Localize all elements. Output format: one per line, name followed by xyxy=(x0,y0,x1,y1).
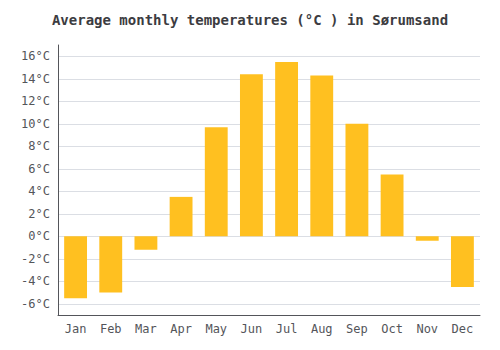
svg-text:Dec: Dec xyxy=(452,322,474,336)
svg-text:-2°C: -2°C xyxy=(21,252,50,266)
svg-text:Aug: Aug xyxy=(311,322,333,336)
svg-text:-4°C: -4°C xyxy=(21,274,50,288)
svg-text:Jun: Jun xyxy=(241,322,263,336)
svg-text:Oct: Oct xyxy=(381,322,403,336)
svg-text:2°C: 2°C xyxy=(28,207,50,221)
svg-text:Feb: Feb xyxy=(100,322,122,336)
svg-text:May: May xyxy=(205,322,227,336)
svg-text:Sep: Sep xyxy=(346,322,368,336)
svg-text:Nov: Nov xyxy=(416,322,438,336)
svg-text:Mar: Mar xyxy=(135,322,157,336)
svg-text:Jan: Jan xyxy=(65,322,87,336)
svg-text:8°C: 8°C xyxy=(28,139,50,153)
svg-text:-6°C: -6°C xyxy=(21,297,50,311)
svg-text:Jul: Jul xyxy=(276,322,298,336)
svg-text:12°C: 12°C xyxy=(21,94,50,108)
svg-text:4°C: 4°C xyxy=(28,184,50,198)
svg-text:16°C: 16°C xyxy=(21,49,50,63)
svg-text:Apr: Apr xyxy=(170,322,192,336)
svg-text:6°C: 6°C xyxy=(28,162,50,176)
svg-text:Average monthly temperatures (: Average monthly temperatures (°C ) in Sø… xyxy=(52,12,448,28)
svg-text:14°C: 14°C xyxy=(21,72,50,86)
svg-text:0°C: 0°C xyxy=(28,229,50,243)
svg-text:10°C: 10°C xyxy=(21,117,50,131)
